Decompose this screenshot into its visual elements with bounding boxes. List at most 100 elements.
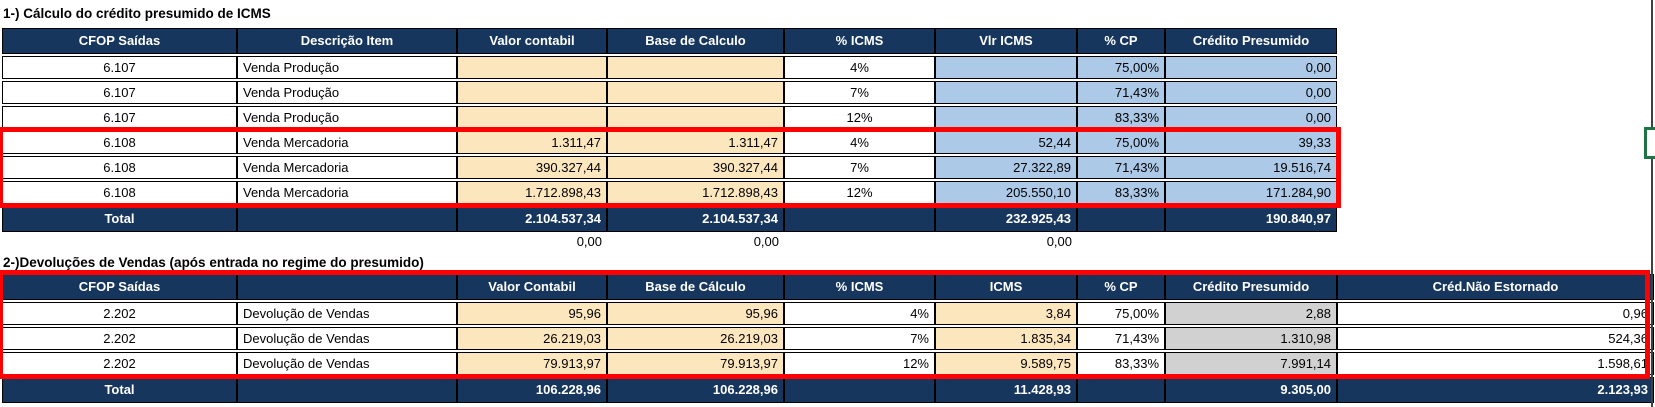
column-header-blank[interactable] xyxy=(237,274,457,300)
check-valor-contabil[interactable]: 0,00 xyxy=(576,234,602,249)
total-label[interactable]: Total xyxy=(2,206,237,232)
cell-vlr-icms[interactable]: 27.322,89 xyxy=(935,156,1077,179)
cell-descricao[interactable]: Venda Produção xyxy=(237,56,457,79)
cell-vlr-icms[interactable]: 205.550,10 xyxy=(935,181,1077,204)
total-credito-presumido[interactable]: 9.305,00 xyxy=(1165,377,1337,403)
column-header-valor-contabil[interactable]: Valor Contabil xyxy=(457,274,607,300)
cell-base-calculo[interactable]: 1.311,47 xyxy=(607,131,784,154)
cell-cfop[interactable]: 6.107 xyxy=(2,81,237,104)
cell-descricao[interactable]: Venda Produção xyxy=(237,106,457,129)
cell-perc-cp[interactable]: 83,33% xyxy=(1077,106,1165,129)
cell-vlr-icms[interactable] xyxy=(935,56,1077,79)
cell-credito-presumido[interactable]: 0,00 xyxy=(1165,56,1337,79)
cell-cred-nao-estornado[interactable]: 524,36 xyxy=(1337,327,1654,350)
cell-perc-cp[interactable]: 71,43% xyxy=(1077,327,1165,350)
column-header-vlr-icms[interactable]: Vlr ICMS xyxy=(935,28,1077,54)
cell-perc-cp[interactable]: 75,00% xyxy=(1077,56,1165,79)
column-header-base-de-calculo[interactable]: Base de Cálculo xyxy=(607,274,784,300)
cell-icms[interactable]: 9.589,75 xyxy=(935,352,1077,375)
cell-descricao[interactable]: Venda Mercadoria xyxy=(237,156,457,179)
cell-base-calculo[interactable] xyxy=(607,81,784,104)
column-header-cfop-saidas[interactable]: CFOP Saídas xyxy=(2,274,237,300)
cell-valor-contabil[interactable] xyxy=(457,56,607,79)
cell-perc-cp[interactable]: 75,00% xyxy=(1077,131,1165,154)
cell-perc-icms[interactable]: 12% xyxy=(784,106,935,129)
column-header-base-de-calculo[interactable]: Base de Calculo xyxy=(607,28,784,54)
cell-perc-cp[interactable]: 71,43% xyxy=(1077,81,1165,104)
column-header-descricao-item[interactable]: Descrição Item xyxy=(237,28,457,54)
total-credito-presumido[interactable]: 190.840,97 xyxy=(1165,206,1337,232)
cell-descricao[interactable]: Devolução de Vendas xyxy=(237,302,457,325)
cell-cfop[interactable]: 6.107 xyxy=(2,106,237,129)
cell-descricao[interactable]: Venda Mercadoria xyxy=(237,131,457,154)
cell-cfop[interactable]: 6.108 xyxy=(2,131,237,154)
column-header-credito-presumido[interactable]: Crédito Presumido xyxy=(1165,274,1337,300)
cell-base-calculo[interactable] xyxy=(607,56,784,79)
cell-cfop[interactable]: 2.202 xyxy=(2,352,237,375)
total-icms[interactable]: 11.428,93 xyxy=(935,377,1077,403)
column-header-perc-cp[interactable]: % CP xyxy=(1077,28,1165,54)
cell-credito-presumido[interactable]: 1.310,98 xyxy=(1165,327,1337,350)
total-base-calculo[interactable]: 106.228,96 xyxy=(607,377,784,403)
cell-base-calculo[interactable]: 79.913,97 xyxy=(607,352,784,375)
cell-descricao[interactable]: Devolução de Vendas xyxy=(237,327,457,350)
cell-base-calculo[interactable] xyxy=(607,106,784,129)
cell-perc-cp[interactable]: 75,00% xyxy=(1077,302,1165,325)
column-header-perc-icms[interactable]: % ICMS xyxy=(784,274,935,300)
cell-vlr-icms[interactable] xyxy=(935,106,1077,129)
cell-cfop[interactable]: 2.202 xyxy=(2,302,237,325)
total-empty[interactable] xyxy=(784,377,935,403)
cell-credito-presumido[interactable]: 7.991,14 xyxy=(1165,352,1337,375)
cell-credito-presumido[interactable]: 2,88 xyxy=(1165,302,1337,325)
total-valor-contabil[interactable]: 106.228,96 xyxy=(457,377,607,403)
total-empty[interactable] xyxy=(1077,377,1165,403)
cell-valor-contabil[interactable]: 1.712.898,43 xyxy=(457,181,607,204)
cell-valor-contabil[interactable]: 79.913,97 xyxy=(457,352,607,375)
cell-credito-presumido[interactable]: 0,00 xyxy=(1165,106,1337,129)
check-base-calculo[interactable]: 0,00 xyxy=(753,234,779,249)
total-empty[interactable] xyxy=(237,206,457,232)
cell-perc-icms[interactable]: 7% xyxy=(784,81,935,104)
cell-descricao[interactable]: Devolução de Vendas xyxy=(237,352,457,375)
cell-descricao[interactable]: Venda Mercadoria xyxy=(237,181,457,204)
column-header-valor-contabil[interactable]: Valor contabil xyxy=(457,28,607,54)
total-empty[interactable] xyxy=(1077,206,1165,232)
cell-valor-contabil[interactable]: 1.311,47 xyxy=(457,131,607,154)
cell-valor-contabil[interactable]: 390.327,44 xyxy=(457,156,607,179)
check-vlr-icms[interactable]: 0,00 xyxy=(1046,234,1072,249)
cell-valor-contabil[interactable] xyxy=(457,106,607,129)
total-vlr-icms[interactable]: 232.925,43 xyxy=(935,206,1077,232)
cell-perc-icms[interactable]: 12% xyxy=(784,181,935,204)
column-header-credito-presumido[interactable]: Crédito Presumido xyxy=(1165,28,1337,54)
cell-icms[interactable]: 3,84 xyxy=(935,302,1077,325)
cell-base-calculo[interactable]: 1.712.898,43 xyxy=(607,181,784,204)
column-header-perc-icms[interactable]: % ICMS xyxy=(784,28,935,54)
cell-valor-contabil[interactable]: 26.219,03 xyxy=(457,327,607,350)
cell-perc-cp[interactable]: 71,43% xyxy=(1077,156,1165,179)
cell-perc-icms[interactable]: 4% xyxy=(784,302,935,325)
cell-icms[interactable]: 1.835,34 xyxy=(935,327,1077,350)
cell-vlr-icms[interactable] xyxy=(935,81,1077,104)
total-base-calculo[interactable]: 2.104.537,34 xyxy=(607,206,784,232)
cell-perc-icms[interactable]: 12% xyxy=(784,352,935,375)
cell-perc-icms[interactable]: 4% xyxy=(784,56,935,79)
cell-cfop[interactable]: 6.107 xyxy=(2,56,237,79)
total-empty[interactable] xyxy=(237,377,457,403)
cell-perc-cp[interactable]: 83,33% xyxy=(1077,181,1165,204)
cell-cred-nao-estornado[interactable]: 1.598,61 xyxy=(1337,352,1654,375)
cell-perc-cp[interactable]: 83,33% xyxy=(1077,352,1165,375)
cell-cfop[interactable]: 6.108 xyxy=(2,181,237,204)
cell-credito-presumido[interactable]: 171.284,90 xyxy=(1165,181,1337,204)
total-valor-contabil[interactable]: 2.104.537,34 xyxy=(457,206,607,232)
cell-valor-contabil[interactable] xyxy=(457,81,607,104)
cell-base-calculo[interactable]: 95,96 xyxy=(607,302,784,325)
column-header-icms[interactable]: ICMS xyxy=(935,274,1077,300)
cell-descricao[interactable]: Venda Produção xyxy=(237,81,457,104)
cell-base-calculo[interactable]: 390.327,44 xyxy=(607,156,784,179)
cell-cred-nao-estornado[interactable]: 0,96 xyxy=(1337,302,1654,325)
cell-credito-presumido[interactable]: 39,33 xyxy=(1165,131,1337,154)
total-cred-nao-estornado[interactable]: 2.123,93 xyxy=(1337,377,1654,403)
cell-credito-presumido[interactable]: 0,00 xyxy=(1165,81,1337,104)
column-header-cfop-saidas[interactable]: CFOP Saídas xyxy=(2,28,237,54)
total-label[interactable]: Total xyxy=(2,377,237,403)
